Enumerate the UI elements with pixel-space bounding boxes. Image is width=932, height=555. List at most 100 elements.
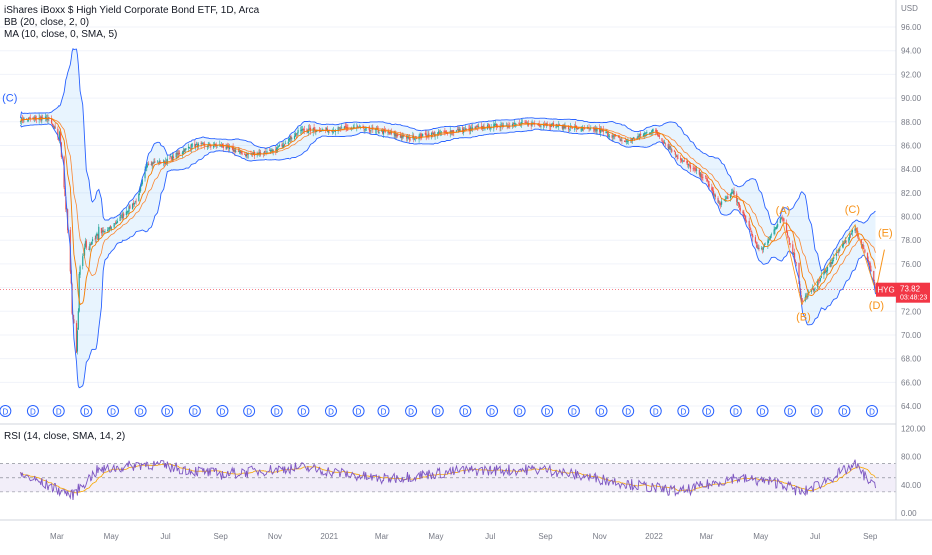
candle — [480, 126, 482, 127]
candle — [805, 295, 807, 297]
candle — [59, 132, 62, 143]
candle — [208, 143, 210, 145]
candle — [246, 153, 248, 155]
candle — [477, 126, 479, 128]
candle — [801, 297, 803, 301]
candle — [825, 270, 827, 273]
candle — [721, 201, 723, 205]
candle — [428, 133, 430, 137]
candle — [91, 239, 94, 242]
dividend-label: D — [489, 408, 495, 417]
candle — [617, 135, 619, 138]
candle — [785, 222, 788, 232]
candle — [819, 278, 821, 281]
candle — [699, 172, 701, 176]
candle — [725, 197, 727, 199]
candle — [327, 130, 329, 133]
candle — [645, 132, 647, 134]
currency-label: USD — [901, 4, 918, 13]
candle — [46, 118, 48, 120]
bb-legend[interactable]: BB (20, close, 2, 0) — [4, 17, 90, 28]
candle — [868, 262, 870, 264]
candle — [750, 230, 752, 232]
candle — [489, 128, 491, 129]
candle — [713, 194, 716, 196]
dividend-label: D — [246, 408, 252, 417]
dividend-label: D — [2, 408, 8, 417]
candle — [179, 153, 181, 155]
candle — [152, 163, 154, 164]
candle — [583, 128, 586, 130]
candle — [237, 150, 240, 152]
candle — [409, 138, 411, 140]
candle — [642, 135, 644, 136]
candle — [607, 131, 609, 136]
candle — [115, 222, 118, 224]
dividend-marker: D — [756, 405, 769, 417]
candle — [291, 138, 293, 140]
candle — [413, 136, 415, 140]
candle — [752, 235, 754, 238]
rsi-legend[interactable]: RSI (14, close, SMA, 14, 2) — [4, 431, 126, 442]
candle — [427, 134, 429, 137]
candle — [28, 117, 30, 119]
candle — [719, 203, 721, 205]
candle — [188, 146, 190, 149]
candle — [701, 176, 703, 178]
candle — [252, 152, 255, 155]
dividend-label: D — [356, 408, 362, 417]
candle — [139, 186, 142, 191]
candle — [711, 187, 713, 191]
candle — [567, 126, 570, 130]
candle — [446, 132, 448, 134]
candle — [782, 218, 784, 220]
candle — [639, 133, 641, 137]
candle — [119, 216, 121, 222]
candle — [163, 160, 165, 163]
candle — [247, 154, 249, 156]
dividend-circle — [567, 405, 580, 417]
symbol-legend[interactable]: iShares iBoxx $ High Yield Corporate Bon… — [4, 5, 260, 16]
candle — [340, 128, 342, 130]
dividend-circle — [838, 405, 851, 417]
dividend-label: D — [138, 408, 144, 417]
candle — [456, 129, 458, 131]
candle — [737, 202, 739, 203]
candle — [620, 139, 622, 141]
candle — [444, 131, 446, 132]
candle — [683, 160, 685, 162]
ma-legend[interactable]: MA (10, close, 0, SMA, 5) — [4, 29, 118, 40]
candle — [694, 168, 696, 170]
candle — [664, 143, 667, 145]
candle — [333, 130, 336, 132]
candle — [817, 280, 820, 282]
candle — [487, 124, 490, 125]
candle — [636, 137, 638, 139]
candle — [733, 190, 735, 195]
dividend-circle — [52, 405, 65, 417]
candle — [550, 126, 552, 128]
candle — [507, 126, 509, 128]
dividend-marker: D — [486, 405, 499, 417]
candle — [471, 127, 474, 130]
candle — [225, 147, 227, 149]
candle — [557, 126, 559, 127]
candle — [228, 147, 231, 150]
candle — [290, 135, 292, 139]
candle — [842, 242, 845, 246]
candle — [285, 143, 287, 145]
candle — [864, 249, 866, 253]
candle — [301, 128, 304, 131]
candle — [808, 291, 810, 294]
candle — [712, 189, 714, 192]
candle — [177, 153, 179, 155]
candle — [59, 131, 61, 141]
candle — [681, 160, 684, 162]
candle — [48, 117, 50, 118]
candle — [863, 248, 865, 249]
dividend-marker: D — [188, 405, 201, 417]
candle — [724, 199, 726, 200]
candle — [432, 132, 434, 134]
candle — [540, 125, 542, 127]
candle — [190, 147, 192, 149]
